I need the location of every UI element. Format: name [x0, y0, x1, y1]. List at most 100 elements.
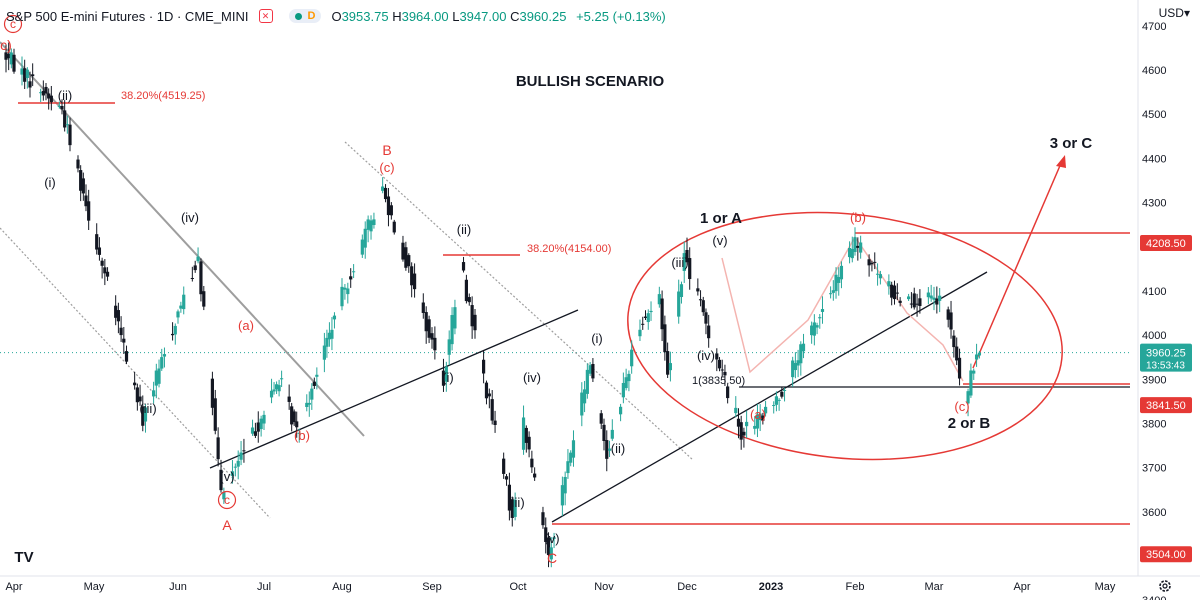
candle — [346, 282, 350, 304]
candle — [242, 438, 246, 463]
candle — [372, 212, 376, 229]
candle — [929, 284, 933, 302]
candle — [892, 280, 897, 305]
candle — [20, 56, 24, 86]
trendline-rising[interactable] — [551, 271, 988, 523]
scenario-label: 1 or A — [700, 210, 742, 227]
trendline-support[interactable] — [209, 309, 579, 469]
candle — [216, 427, 220, 467]
candle — [176, 309, 180, 324]
candle — [541, 506, 545, 529]
eye-off-icon[interactable]: ✕ — [258, 9, 273, 23]
candle — [401, 235, 405, 262]
candle — [424, 306, 428, 344]
candle — [162, 347, 167, 368]
candle — [666, 342, 670, 379]
candle — [810, 321, 814, 344]
candle — [157, 359, 161, 388]
candle — [487, 388, 491, 409]
candle — [621, 372, 625, 404]
projection-arrow[interactable] — [972, 155, 1066, 369]
candle — [410, 262, 414, 298]
candle — [739, 415, 743, 450]
high-label: H — [392, 8, 402, 24]
candle — [502, 452, 506, 479]
x-tick-label: Mar — [925, 581, 944, 593]
data-badge: D — [307, 10, 316, 22]
candle — [887, 274, 891, 295]
price-label[interactable]: 3504.00 — [1140, 546, 1192, 563]
candle — [772, 401, 776, 414]
candle — [135, 383, 139, 411]
candle — [818, 314, 822, 329]
candle — [974, 343, 979, 367]
candle — [65, 115, 69, 134]
x-tick-label: Aug — [332, 581, 352, 593]
candle — [753, 416, 757, 435]
trend-channel-dotted[interactable] — [344, 141, 694, 461]
candle — [23, 59, 27, 90]
close-label: C — [510, 8, 520, 24]
candle — [122, 327, 126, 354]
wave-label-red: (c) — [379, 160, 394, 175]
circled-wave-marker — [3, 14, 23, 34]
candle — [591, 358, 595, 383]
candle — [552, 532, 556, 549]
candle — [236, 450, 240, 480]
scenario-label: 2 or B — [948, 415, 991, 432]
candle — [138, 384, 142, 406]
candle — [76, 155, 80, 173]
candle — [521, 405, 526, 455]
candle — [133, 371, 137, 390]
candle — [392, 219, 396, 235]
candle — [812, 314, 816, 346]
candle — [39, 88, 43, 103]
candle — [114, 295, 118, 326]
price-label[interactable]: 4208.50 — [1140, 234, 1192, 251]
candle — [957, 348, 962, 386]
candle — [935, 286, 939, 314]
candle — [688, 247, 692, 290]
candle — [447, 330, 451, 366]
candle — [560, 476, 564, 517]
candle — [912, 287, 916, 310]
candle — [473, 308, 477, 339]
annotations: BULLISH SCENARIO 38.20%(4519.25) 38.20%(41… — [0, 14, 1092, 566]
candle — [932, 286, 936, 311]
candle — [202, 285, 206, 311]
wave-path[interactable] — [721, 235, 964, 382]
candle — [269, 378, 274, 404]
y-tick-label: 4600 — [1142, 65, 1166, 77]
candle — [49, 85, 53, 111]
ohlc-values: O3953.75 H3964.00 L3947.00 C3960.25 +5.2… — [331, 9, 665, 24]
candle — [850, 236, 854, 263]
close-value: 3960.25 — [519, 8, 567, 24]
candle — [63, 100, 67, 132]
candle — [527, 431, 531, 458]
currency-selector[interactable]: USD▾ — [1159, 6, 1190, 20]
gear-icon[interactable] — [1159, 580, 1171, 592]
price-label-text: 3841.50 — [1146, 400, 1186, 412]
candle — [643, 310, 648, 320]
candle — [305, 394, 309, 412]
candle — [404, 241, 408, 271]
scenario-ellipse[interactable] — [615, 192, 1074, 480]
candle — [87, 189, 91, 231]
candle — [649, 301, 653, 321]
candle — [707, 314, 711, 348]
candle — [44, 82, 48, 101]
candle — [470, 296, 474, 339]
status-indicator[interactable]: D — [288, 9, 322, 23]
candle — [259, 415, 263, 437]
price-label[interactable]: 3841.50 — [1140, 397, 1192, 414]
x-tick-label: May — [1095, 581, 1116, 593]
tradingview-logo[interactable]: TV — [14, 549, 33, 566]
candle — [369, 215, 373, 240]
candle — [627, 370, 631, 392]
symbol-title[interactable]: S&P 500 E-mini Futures · 1D · CME_MINI — [6, 8, 249, 24]
candle — [588, 362, 592, 376]
candle — [41, 80, 45, 101]
